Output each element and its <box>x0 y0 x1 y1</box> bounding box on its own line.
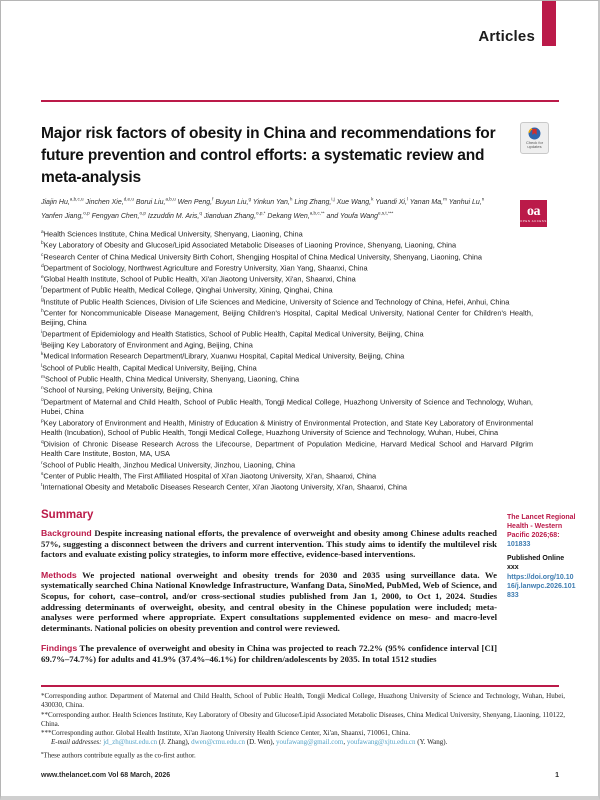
published-online: Published Online xxx <box>507 555 565 571</box>
author-list: Jiajin Hu,a,b,c,u Jinchen Xie,d,e,u Boru… <box>41 195 503 222</box>
author: Yanhui Lu,n <box>448 197 485 207</box>
summary-heading: Summary <box>41 509 94 521</box>
affiliation: aHealth Sciences Institute, China Medica… <box>41 229 303 239</box>
summary-label: Background <box>41 528 92 538</box>
author: Jinchen Xie,d,e,u <box>85 197 134 207</box>
summary-paragraph-background: Background Despite increasing national e… <box>41 528 497 560</box>
summary-label: Findings <box>41 643 78 654</box>
check-badge-label: Check for updates <box>525 139 544 149</box>
author: Yanfen Jiang,o,p <box>41 210 90 220</box>
author: Yinkun Yan,h <box>252 197 293 207</box>
affiliation: iDepartment of Epidemiology and Health S… <box>41 329 424 339</box>
author: Jiajin Hu,a,b,c,u <box>41 197 84 207</box>
affiliation: hCenter for Noncommunicable Disease Mana… <box>41 308 533 328</box>
author: and Youfa Wange,s,t,*** <box>326 210 394 220</box>
author: Jianduan Zhang,o,p,* <box>203 210 266 220</box>
author: Fengyan Chen,o,p <box>91 210 146 220</box>
email-link[interactable]: youfawang@gmail.com <box>276 738 344 747</box>
affiliation: mSchool of Public Health, China Medical … <box>41 374 300 384</box>
footer-journal-info: www.thelancet.com Vol 68 March, 2026 <box>41 772 171 779</box>
summary-paragraphs: Background Despite increasing national e… <box>41 528 497 665</box>
affiliation: lSchool of Public Health, Capital Medica… <box>41 363 257 373</box>
affiliation: oDepartment of Maternal and Child Health… <box>41 396 533 416</box>
affiliation: qDivision of Chronic Disease Research Ac… <box>41 439 533 458</box>
affiliation: nSchool of Nursing, Peking University, B… <box>41 385 213 395</box>
open-access-sub-label: OPEN ACCESS <box>520 218 547 223</box>
summary-label: Methods <box>41 569 77 580</box>
author: Izzuddin M. Aris,q <box>147 210 202 220</box>
affiliation: pKey Laboratory of Environment and Healt… <box>41 418 533 437</box>
check-for-updates-badge[interactable]: Check for updates <box>520 122 549 154</box>
summary-paragraph-findings: Findings The prevalence of overweight an… <box>41 643 497 664</box>
header-rule <box>41 100 559 102</box>
author: Wen Peng,f <box>177 197 214 207</box>
footnote: *Corresponding author. Department of Mat… <box>41 692 565 710</box>
affiliation: rSchool of Public Health, Jinzhou Medica… <box>41 460 296 470</box>
corner-accent-bar <box>542 1 556 46</box>
affiliation: eGlobal Health Institute, School of Publ… <box>41 274 356 284</box>
footnote: uThese authors contribute equally as the… <box>41 749 196 760</box>
crossmark-icon <box>528 127 541 140</box>
affiliation: tInternational Obesity and Metabolic Dis… <box>41 482 407 492</box>
author: Dekang Wen,a,b,c,** <box>267 210 325 220</box>
open-access-icon: oa <box>527 203 541 219</box>
author: Buyun Liu,g <box>215 197 252 207</box>
affiliation: sCenter of Public Health, The First Affi… <box>41 471 377 481</box>
author: Yuandi Xi,l <box>375 197 408 207</box>
affiliation: cResearch Center of China Medical Univer… <box>41 252 483 261</box>
affiliation: jBeijing Key Laboratory of Environment a… <box>41 340 253 350</box>
footnote: ***Corresponding author. Global Health I… <box>41 729 411 738</box>
affiliation: gInstitute of Public Health Sciences, Di… <box>41 297 510 307</box>
journal-sidebar: The Lancet Regional Health - Western Pac… <box>507 513 577 600</box>
author: Borui Liu,a,b,u <box>135 197 176 207</box>
summary-paragraph-methods: Methods We projected national overweight… <box>41 569 497 633</box>
section-label: Articles <box>478 28 535 45</box>
author: Yanan Ma,m <box>409 197 447 207</box>
footnote-rule <box>41 685 559 687</box>
affiliation: dDepartment of Sociology, Northwest Agri… <box>41 263 368 273</box>
footnote: E-mail addresses: jd_zh@hust.edu.cn (J. … <box>51 738 448 747</box>
doi-link[interactable]: https://doi.org/10.1016/j.lanwpc.2026.10… <box>507 574 576 599</box>
page-number: 1 <box>555 772 559 779</box>
open-access-badge[interactable]: oa OPEN ACCESS <box>520 200 547 227</box>
page-title: Major risk factors of obesity in China a… <box>41 125 496 187</box>
article-number-link[interactable]: 101833 <box>507 541 531 548</box>
footnote: **Corresponding author. Health Sciences … <box>41 710 565 728</box>
summary-section: Summary Background Despite increasing na… <box>41 509 497 675</box>
journal-citation: The Lancet Regional Health - Western Pac… <box>507 514 576 548</box>
affiliation: fDepartment of Public Health, Medical Co… <box>41 285 333 295</box>
email-link[interactable]: youfawang@xjtu.edu.cn <box>346 738 416 747</box>
author: Ling Zhang,i,j <box>294 197 335 207</box>
email-link[interactable]: dwen@cmu.edu.cn <box>191 738 246 747</box>
email-link[interactable]: jd_zh@hust.edu.cn <box>103 738 158 747</box>
footnotes: *Corresponding author. Department of Mat… <box>41 692 565 760</box>
page-footer: www.thelancet.com Vol 68 March, 2026 1 <box>41 772 559 779</box>
author: Xue Wang,k <box>336 197 374 207</box>
affiliation-list: aHealth Sciences Institute, China Medica… <box>41 228 533 493</box>
affiliation: bKey Laboratory of Obesity and Glucose/L… <box>41 240 457 250</box>
affiliation: kMedical Information Research Department… <box>41 351 405 361</box>
